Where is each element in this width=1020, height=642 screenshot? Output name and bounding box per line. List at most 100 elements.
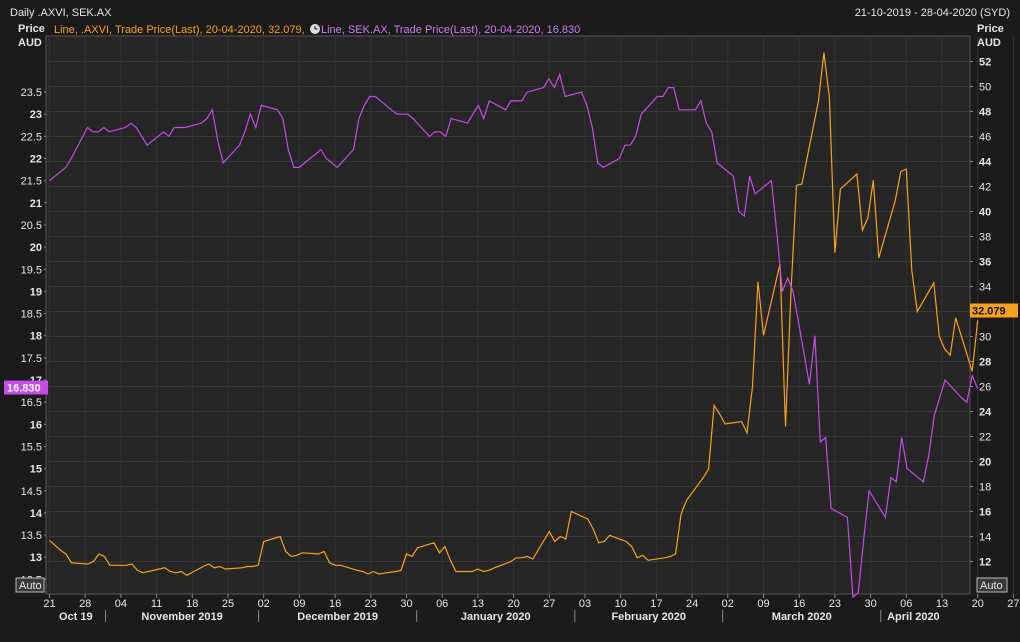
right-tick-label: 14: [979, 532, 991, 544]
x-tick-label: 03: [579, 598, 591, 610]
x-tick-label: 27: [543, 598, 555, 610]
x-tick-label: 11: [151, 598, 162, 610]
right-tick-label: 16: [979, 507, 991, 519]
right-tick-label: 40: [979, 207, 991, 219]
left-tick-label: 21.5: [21, 176, 42, 188]
month-label: March 2020: [772, 611, 832, 623]
series-line-sek: [49, 72, 979, 599]
month-label: February 2020: [611, 611, 686, 623]
x-tick-label: 04: [115, 598, 127, 610]
right-auto-label[interactable]: Auto: [980, 580, 1003, 592]
x-tick-label: 06: [436, 598, 448, 610]
x-tick-label: 13: [936, 598, 948, 610]
x-tick-label: 21: [43, 598, 55, 610]
date-range: 21-10-2019 - 28-04-2020 (SYD): [855, 7, 1010, 19]
last-value-marker-axvi: 32.079: [970, 303, 1018, 318]
left-axis: 12.51313.51414.51515.51616.51717.51818.5…: [21, 87, 46, 586]
left-tick-label: 14.5: [21, 486, 42, 498]
left-tick-label: 16: [30, 419, 42, 431]
month-label: Oct 19: [59, 611, 93, 623]
left-tick-label: 20.5: [21, 220, 42, 232]
month-labels: Oct 19 November 2019 December 2019 January …: [59, 610, 940, 623]
month-label: January 2020: [461, 611, 531, 623]
right-tick-label: 12: [979, 557, 991, 569]
clock-icon: [310, 24, 320, 34]
month-label: November 2019: [141, 611, 222, 623]
right-tick-label: 36: [979, 257, 991, 269]
x-axis: 21 28 04 11 18 25 02 09 16 23 30 06 13 20 27 03 10 17 24 02…: [43, 594, 1020, 610]
right-tick-label: 44: [979, 157, 992, 169]
x-tick-label: 17: [650, 598, 662, 610]
x-tick-label: 24: [686, 598, 698, 610]
last-value-sek: 16.830: [7, 383, 41, 395]
x-tick-label: 18: [186, 598, 198, 610]
right-auto-button[interactable]: Auto: [976, 577, 1008, 593]
left-tick-label: 15.5: [21, 441, 42, 453]
x-tick-label: 09: [293, 598, 305, 610]
right-tick-label: 20: [979, 457, 991, 469]
right-axis-title-2: AUD: [977, 37, 1001, 49]
left-tick-label: 17.5: [21, 353, 42, 365]
right-tick-label: 50: [979, 82, 991, 94]
right-tick-label: 34: [979, 282, 991, 294]
month-label: December 2019: [297, 611, 378, 623]
legend-sek[interactable]: Line, SEK.AX, Trade Price(Last), 20-04-2…: [321, 24, 580, 36]
last-value-marker-sek: 16.830: [4, 380, 48, 395]
left-tick-label: 16.5: [21, 397, 42, 409]
x-tick-label: 30: [864, 598, 876, 610]
right-tick-label: 42: [979, 182, 991, 194]
x-tick-label: 27: [1007, 598, 1019, 610]
right-tick-label: 18: [979, 482, 991, 494]
x-tick-label: 09: [757, 598, 769, 610]
series-line-axvi: [49, 52, 979, 577]
left-tick-label: 15: [30, 464, 42, 476]
x-tick-label: 23: [829, 598, 841, 610]
right-axis-title-1: Price: [977, 23, 1004, 35]
x-tick-label: 06: [900, 598, 912, 610]
left-tick-label: 13.5: [21, 530, 42, 542]
x-tick-label: 30: [400, 598, 412, 610]
x-tick-label: 02: [258, 598, 270, 610]
left-auto-button[interactable]: Auto: [15, 577, 45, 593]
left-auto-label[interactable]: Auto: [19, 580, 42, 592]
left-tick-label: 14: [30, 508, 43, 520]
left-tick-label: 21: [30, 198, 42, 210]
left-tick-label: 19: [30, 286, 42, 298]
x-tick-label: 25: [222, 598, 234, 610]
plot-area: [45, 35, 971, 595]
left-axis-title-2: AUD: [18, 37, 42, 49]
x-tick-label: 16: [793, 598, 805, 610]
right-tick-label: 24: [979, 407, 992, 419]
x-tick-label: 16: [329, 598, 341, 610]
right-tick-label: 48: [979, 107, 991, 119]
right-tick-label: 26: [979, 382, 991, 394]
right-tick-label: 30: [979, 332, 991, 344]
month-label: April 2020: [887, 611, 940, 623]
right-tick-label: 38: [979, 232, 991, 244]
right-tick-label: 28: [979, 357, 991, 369]
left-tick-label: 22.5: [21, 131, 42, 143]
left-tick-label: 19.5: [21, 264, 42, 276]
chart-title: Daily .AXVI, SEK.AX: [10, 7, 112, 19]
x-tick-label: 23: [365, 598, 377, 610]
gridlines: [46, 36, 1014, 594]
right-tick-label: 46: [979, 132, 991, 144]
left-tick-label: 23: [30, 109, 42, 121]
right-tick-label: 52: [979, 57, 991, 69]
x-tick-label: 20: [507, 598, 519, 610]
left-tick-label: 22: [30, 154, 42, 166]
x-tick-label: 10: [615, 598, 627, 610]
left-tick-label: 18: [30, 331, 42, 343]
left-tick-label: 13: [30, 552, 42, 564]
x-tick-label: 02: [722, 598, 734, 610]
left-tick-label: 23.5: [21, 87, 42, 99]
legend-axvi[interactable]: Line, .AXVI, Trade Price(Last), 20-04-20…: [54, 24, 305, 36]
left-tick-label: 18.5: [21, 309, 42, 321]
last-value-axvi: 32.079: [972, 306, 1006, 318]
right-axis: 1214161820222426283032343638404244464850…: [970, 57, 992, 569]
right-tick-label: 22: [979, 432, 991, 444]
left-axis-title-1: Price: [18, 23, 45, 35]
x-tick-label: 13: [472, 598, 484, 610]
x-tick-label: 20: [972, 598, 984, 610]
